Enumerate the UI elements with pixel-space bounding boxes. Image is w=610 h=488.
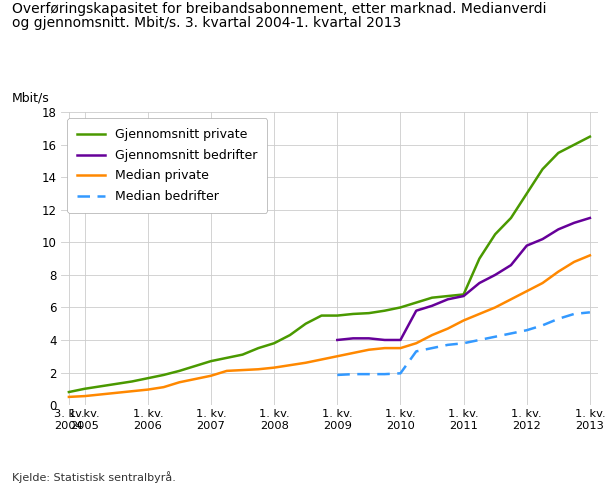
- Legend: Gjennomsnitt private, Gjennomsnitt bedrifter, Median private, Median bedrifter: Gjennomsnitt private, Gjennomsnitt bedri…: [67, 119, 267, 213]
- Text: Overføringskapasitet for breibandsabonnement, etter marknad. Medianverdi: Overføringskapasitet for breibandsabonne…: [12, 2, 547, 17]
- Text: Mbit/s: Mbit/s: [12, 92, 50, 105]
- Text: og gjennomsnitt. Mbit/s. 3. kvartal 2004-1. kvartal 2013: og gjennomsnitt. Mbit/s. 3. kvartal 2004…: [12, 16, 401, 30]
- Text: Kjelde: Statistisk sentralbyrå.: Kjelde: Statistisk sentralbyrå.: [12, 471, 176, 483]
